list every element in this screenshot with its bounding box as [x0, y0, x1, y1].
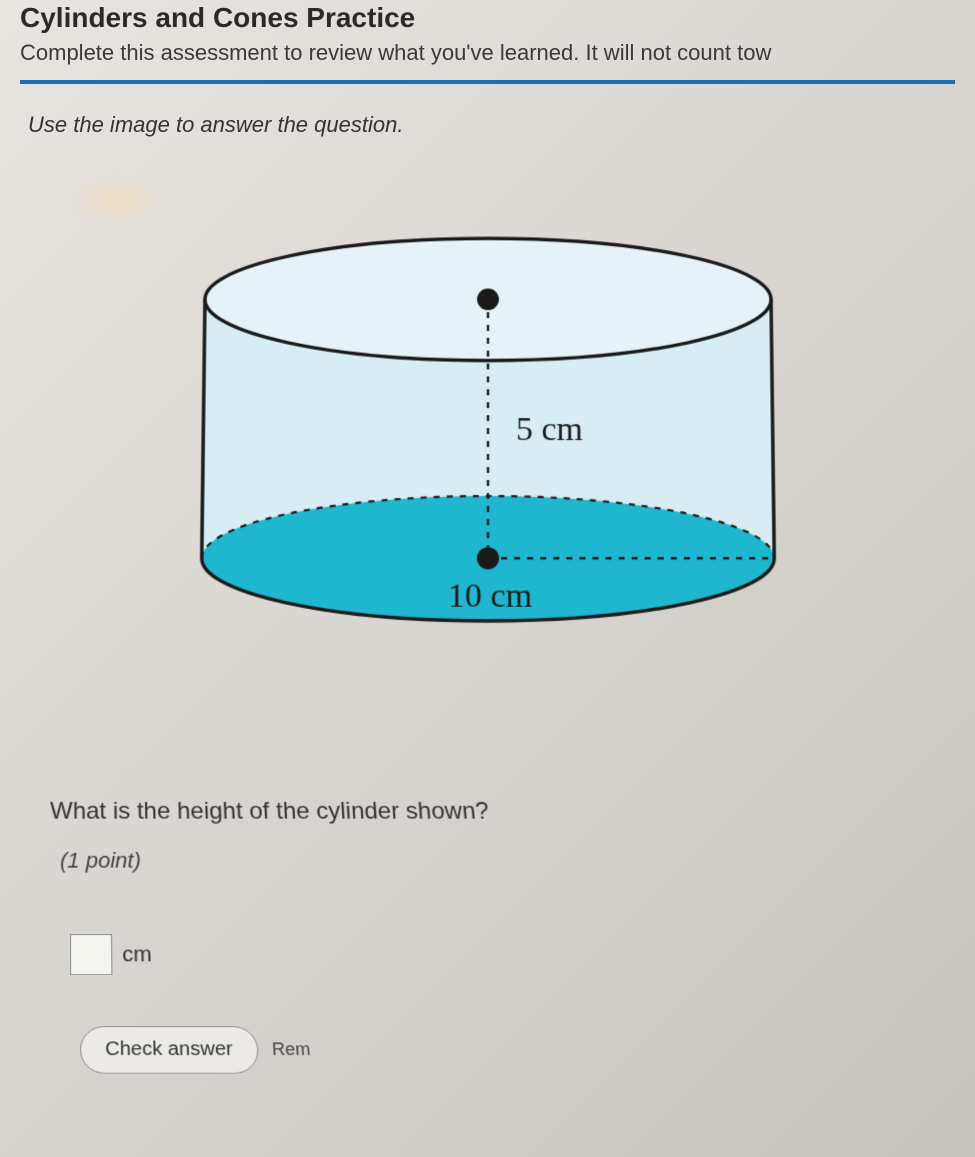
button-row: Check answer Rem	[80, 1026, 967, 1074]
header-divider	[20, 80, 955, 84]
answer-unit: cm	[122, 942, 152, 967]
cylinder-diagram: 5 cm 10 cm	[14, 182, 961, 741]
cylinder-svg: 5 cm 10 cm	[174, 182, 802, 741]
check-answer-button[interactable]: Check answer	[80, 1026, 259, 1074]
question-points: (1 point)	[60, 848, 960, 874]
page-title: Cylinders and Cones Practice	[20, 0, 955, 34]
answer-row: cm	[70, 934, 964, 975]
answer-input[interactable]	[70, 934, 112, 975]
remaining-text: Rem	[271, 1040, 311, 1060]
svg-text:10 cm: 10 cm	[447, 577, 532, 615]
instruction-text: Use the image to answer the question.	[28, 112, 955, 138]
page-subtitle: Complete this assessment to review what …	[20, 40, 955, 66]
question-text: What is the height of the cylinder shown…	[50, 798, 960, 826]
svg-text:5 cm: 5 cm	[515, 411, 582, 448]
